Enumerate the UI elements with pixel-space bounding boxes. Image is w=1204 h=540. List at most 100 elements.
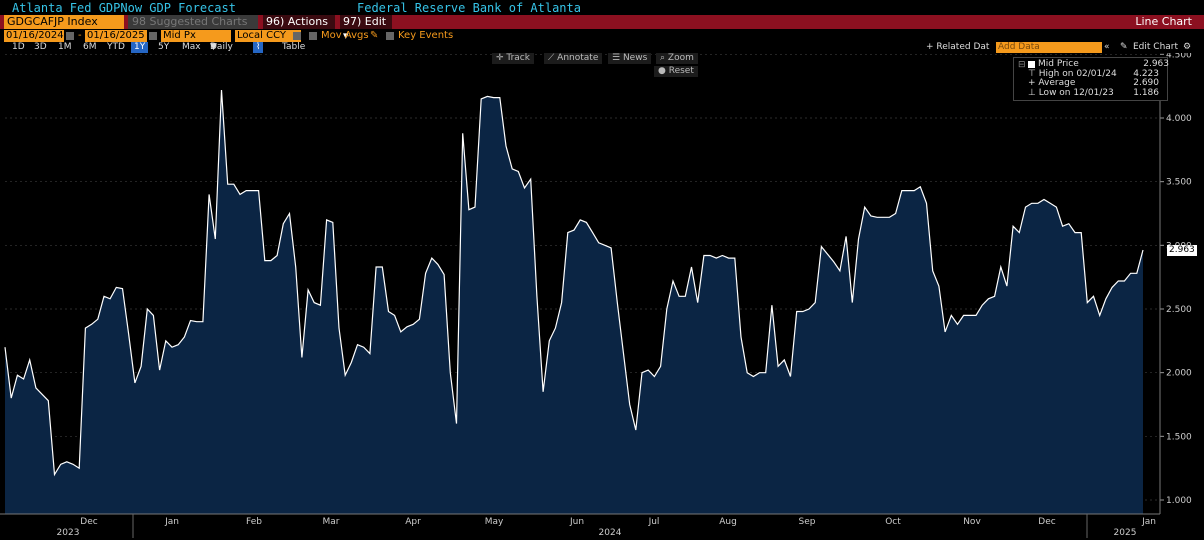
- table-button[interactable]: Table: [282, 42, 306, 52]
- x-year-label: 2025: [1114, 528, 1137, 538]
- key-events-checkbox[interactable]: [386, 32, 394, 40]
- y-tick-label: 2.000: [1166, 369, 1192, 379]
- news-button[interactable]: ☰ News: [608, 53, 652, 64]
- reset-button[interactable]: ● Reset: [654, 66, 698, 77]
- x-tick-label: Oct: [885, 517, 901, 527]
- legend-mid-label: Mid Price: [1038, 59, 1079, 69]
- range-max[interactable]: Max: [182, 42, 201, 52]
- x-tick-label: Aug: [719, 517, 737, 527]
- actions-label: 96) Actions: [266, 15, 328, 28]
- key-events-label[interactable]: Key Events: [398, 30, 454, 41]
- security-source: Federal Reserve Bank of Atlanta: [357, 1, 581, 15]
- periodicity-select[interactable]: Daily ▼: [210, 42, 233, 52]
- track-button[interactable]: ✛ Track: [492, 53, 534, 64]
- range-6m[interactable]: 6M: [83, 42, 97, 52]
- news-label: News: [622, 53, 648, 63]
- legend-avg-label: Average: [1038, 78, 1076, 88]
- legend-collapse-icon[interactable]: ⊟: [1018, 60, 1026, 70]
- zoom-button[interactable]: ⌕ Zoom: [656, 53, 698, 64]
- reset-label: Reset: [668, 66, 694, 76]
- security-title: Atlanta Fed GDPNow GDP Forecast: [12, 1, 236, 15]
- annotate-label: Annotate: [557, 53, 599, 63]
- y-tick-label: 4.000: [1166, 114, 1192, 124]
- collapse-icon[interactable]: «: [1104, 42, 1110, 52]
- range-1y[interactable]: 1Y: [131, 42, 149, 53]
- end-date-field[interactable]: 01/16/2025: [85, 30, 147, 42]
- range-ytd[interactable]: YTD: [107, 42, 125, 52]
- y-tick-label: 2.500: [1166, 305, 1192, 315]
- x-tick-label: Apr: [405, 517, 421, 527]
- x-tick-label: May: [485, 517, 504, 527]
- start-date-field[interactable]: 01/16/2024: [4, 30, 64, 42]
- legend-mid-value: 2.963: [1143, 59, 1169, 69]
- gear-icon[interactable]: ⚙: [1183, 42, 1192, 52]
- title-row: Atlanta Fed GDPNow GDP Forecast Federal …: [0, 0, 1204, 15]
- actions-menu[interactable]: 96) Actions ▾: [263, 15, 335, 42]
- x-tick-label: Dec: [80, 517, 97, 527]
- range-row: 1D 3D 1M 6M YTD 1Y 5Y Max Daily ▼ ⌇ Tabl…: [0, 42, 1204, 53]
- edit-chart-button[interactable]: Edit Chart: [1133, 42, 1179, 52]
- x-tick-label: Jul: [648, 517, 660, 527]
- x-tick-label: Jan: [164, 517, 179, 527]
- ticker-field[interactable]: GDGCAFJP Index: [4, 15, 124, 29]
- legend-swatch: [1028, 61, 1035, 68]
- x-tick-label: Sep: [799, 517, 816, 527]
- chart-canvas[interactable]: 1.0001.5002.0002.5003.0003.5004.0004.500…: [0, 53, 1204, 540]
- series-area-fill: [5, 90, 1143, 514]
- edit-menu[interactable]: 97) Edit ▾: [340, 15, 392, 42]
- suggested-charts-button[interactable]: 98 Suggested Charts: [128, 15, 258, 29]
- y-tick-label: 1.000: [1166, 496, 1192, 506]
- pencil-icon[interactable]: ✎: [370, 30, 379, 41]
- x-tick-label: Nov: [963, 517, 981, 527]
- legend-high: ⊤ High on 02/01/24 4.223: [1028, 68, 1159, 79]
- related-data-button[interactable]: + Related Dat: [926, 42, 990, 52]
- legend-high-label: High on 02/01/24: [1038, 68, 1117, 79]
- range-1d[interactable]: 1D: [12, 42, 25, 52]
- command-bar: GDGCAFJP Index 98 Suggested Charts 96) A…: [0, 15, 1204, 42]
- x-tick-label: Dec: [1038, 517, 1055, 527]
- x-year-label: 2023: [57, 528, 80, 538]
- last-value-tag: 2.963: [1167, 245, 1197, 256]
- legend-avg: + Average 2.690: [1028, 78, 1159, 88]
- range-3d[interactable]: 3D: [34, 42, 47, 52]
- legend-avg-value: 2.690: [1133, 78, 1159, 88]
- annotate-button[interactable]: ⟋ Annotate: [544, 53, 603, 64]
- add-data-input[interactable]: Add Data: [996, 42, 1102, 53]
- y-tick-label: 3.500: [1166, 178, 1192, 188]
- calendar-icon[interactable]: [149, 32, 157, 40]
- legend-panel: ⊟ Mid Price 2.963 ⊤ High on 02/01/24 4.223…: [1013, 57, 1169, 101]
- zoom-label: Zoom: [667, 53, 694, 63]
- currency-select[interactable]: Local CCY: [235, 30, 301, 42]
- range-5y[interactable]: 5Y: [158, 42, 170, 52]
- pencil-icon[interactable]: ✎: [1120, 42, 1128, 52]
- legend-low: ⊥ Low on 12/01/23 1.186: [1028, 87, 1159, 98]
- x-axis: Dec Jan Feb Mar Apr May Jun Jul Aug Sep Oct Nov Dec J…: [0, 513, 1160, 538]
- legend-high-value: 4.223: [1133, 68, 1159, 79]
- legend-low-label: Low on 12/01/23: [1038, 87, 1114, 98]
- mov-avgs-checkbox[interactable]: [309, 32, 317, 40]
- mov-avgs-label[interactable]: Mov Avgs: [321, 30, 369, 41]
- price-field-select[interactable]: Mid Px: [161, 30, 231, 42]
- x-tick-label: Mar: [323, 517, 340, 527]
- controls-row: 01/16/2024 - 01/16/2025 Mid Px Local CCY…: [0, 30, 1204, 42]
- chevron-down-icon: ▾: [343, 29, 349, 42]
- range-1m[interactable]: 1M: [58, 42, 72, 52]
- y-tick-label: 1.500: [1166, 432, 1192, 442]
- edit-label: 97) Edit: [343, 15, 387, 28]
- chevron-down-icon[interactable]: [293, 32, 301, 40]
- x-tick-label: Feb: [246, 517, 262, 527]
- chart-type-label: Line Chart: [1135, 15, 1192, 28]
- legend-low-value: 1.186: [1133, 87, 1159, 98]
- calendar-icon[interactable]: [66, 32, 74, 40]
- x-tick-label: Jun: [569, 517, 584, 527]
- line-chart-icon[interactable]: ⌇: [253, 42, 264, 53]
- track-label: Track: [506, 53, 530, 63]
- x-year-label: 2024: [599, 528, 622, 538]
- periodicity-label: Daily: [210, 42, 233, 52]
- legend-mid: Mid Price 2.963: [1038, 59, 1173, 70]
- x-tick-label: Jan: [1141, 517, 1156, 527]
- y-tick-label: 4.500: [1166, 53, 1192, 60]
- series-line: [4, 89, 1144, 477]
- date-separator: -: [78, 30, 82, 41]
